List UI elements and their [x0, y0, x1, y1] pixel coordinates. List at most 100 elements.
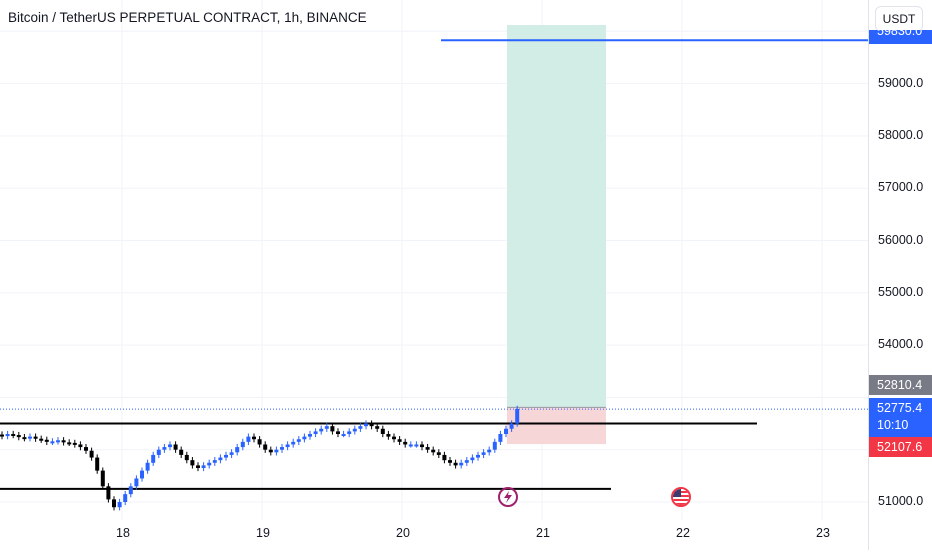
- candle: [151, 454, 156, 463]
- candle: [11, 434, 16, 437]
- chart-area[interactable]: [0, 0, 868, 550]
- candle: [145, 462, 150, 471]
- price-tick-label: 59000.0: [878, 75, 924, 90]
- candle: [274, 449, 279, 453]
- candle: [464, 460, 469, 463]
- candle: [117, 502, 122, 508]
- candle: [347, 431, 352, 435]
- candle: [61, 440, 66, 443]
- candle: [515, 408, 520, 424]
- loss-zone: [507, 407, 606, 445]
- candle: [39, 438, 44, 441]
- candle: [196, 465, 200, 469]
- prev-close-tag: 52810.4: [869, 375, 932, 395]
- candle: [308, 434, 312, 437]
- candle: [492, 441, 497, 450]
- us-flag-icon: [673, 489, 689, 505]
- candle: [448, 460, 452, 463]
- candle: [324, 426, 329, 429]
- candle: [28, 436, 32, 439]
- candle: [291, 441, 296, 445]
- candle: [481, 452, 486, 455]
- date-tick-label: 20: [396, 526, 410, 540]
- candle: [397, 439, 402, 442]
- symbol-title: Bitcoin / TetherUS PERPETUAL CONTRACT, 1…: [8, 10, 367, 25]
- candle: [380, 428, 385, 435]
- candle: [123, 494, 128, 502]
- candle: [84, 447, 88, 451]
- candle: [44, 439, 49, 442]
- candle: [50, 441, 55, 444]
- candle: [341, 434, 346, 437]
- candle: [134, 478, 139, 487]
- candle: [56, 440, 60, 443]
- candle: [156, 449, 161, 455]
- candle: [364, 423, 368, 427]
- price-axis[interactable]: [868, 0, 932, 550]
- profit-zone: [507, 25, 606, 408]
- candle: [459, 462, 464, 466]
- candle: [168, 444, 172, 448]
- candle: [33, 436, 38, 439]
- candle: [252, 436, 256, 440]
- candle: [190, 460, 195, 466]
- date-tick-label: 18: [116, 526, 130, 540]
- price-tick-label: 54000.0: [878, 337, 924, 352]
- candle: [212, 460, 217, 463]
- candle: [313, 431, 318, 435]
- last-price-value: 52775.4: [877, 401, 923, 415]
- candle: [436, 452, 441, 455]
- candle: [280, 447, 284, 450]
- candle: [375, 426, 380, 429]
- currency-button[interactable]: USDT: [875, 6, 923, 32]
- candle: [476, 454, 480, 458]
- candle: [128, 486, 133, 495]
- candle: [453, 462, 458, 466]
- candle: [78, 444, 83, 448]
- candle: [229, 452, 234, 455]
- candle: [319, 428, 324, 432]
- candle: [224, 454, 228, 458]
- candle: [420, 444, 424, 448]
- candle: [509, 423, 514, 429]
- candle: [218, 457, 223, 461]
- candle: [268, 449, 273, 453]
- price-tick-label: 56000.0: [878, 232, 924, 247]
- price-tick-label: 55000.0: [878, 284, 924, 299]
- candle: [296, 439, 301, 442]
- candle: [414, 444, 419, 447]
- candle: [263, 444, 268, 450]
- candle: [504, 428, 508, 435]
- candle: [408, 444, 413, 447]
- dividend-icon[interactable]: [498, 487, 518, 507]
- candle: [425, 447, 430, 450]
- candle: [240, 441, 245, 448]
- target-level-tag: 59830.0: [869, 30, 932, 44]
- date-tick-label: 21: [536, 526, 550, 540]
- price-tick-label: 51000.0: [878, 494, 924, 508]
- candle: [386, 434, 391, 437]
- price-tick-label: 57000.0: [878, 180, 924, 195]
- candle: [336, 431, 340, 435]
- candle: [173, 444, 178, 450]
- candle: [184, 454, 189, 461]
- chart-svg[interactable]: [0, 0, 868, 550]
- candle: [112, 499, 116, 508]
- candle: [0, 434, 4, 437]
- target-level-value: 59830.0: [877, 30, 923, 38]
- date-tick-label: 22: [676, 526, 690, 540]
- price-tick-label: 58000.0: [878, 127, 924, 142]
- candle: [498, 434, 503, 442]
- candle: [179, 449, 184, 455]
- candle: [201, 465, 206, 469]
- candle: [89, 450, 94, 458]
- us-flag-event-icon[interactable]: [671, 487, 691, 507]
- candle: [257, 439, 262, 445]
- candle: [246, 436, 251, 442]
- countdown-value: 10:10: [877, 418, 909, 432]
- candle: [67, 442, 72, 445]
- candle: [470, 457, 475, 461]
- candle: [22, 437, 27, 440]
- candle: [442, 454, 447, 461]
- candle: [72, 442, 77, 445]
